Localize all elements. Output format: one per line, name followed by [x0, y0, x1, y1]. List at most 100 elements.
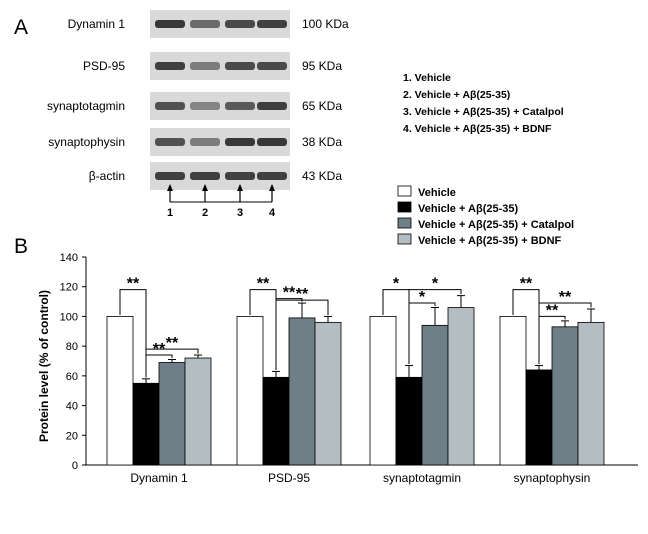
bar	[525, 369, 553, 466]
lane-arrow-head	[202, 184, 208, 191]
significance-label: *	[419, 289, 426, 306]
legend-label: Vehicle + Aβ(25-35) + BDNF	[418, 235, 562, 247]
lane-arrow-head	[269, 184, 275, 191]
blot-band	[225, 62, 255, 70]
legend-a-item: 1. Vehicle	[403, 72, 451, 84]
blot-label: PSD-95	[83, 59, 125, 73]
x-category-label: PSD-95	[268, 471, 310, 485]
x-category-label: synaptophysin	[514, 471, 591, 485]
significance-label: **	[296, 286, 309, 303]
chart-legend: Vehicle Vehicle + Aβ(25-35) Vehicle + Aβ(2…	[397, 185, 574, 247]
significance-bracket	[538, 302, 592, 364]
bar	[499, 316, 527, 466]
blot-band	[155, 172, 185, 180]
bar	[447, 307, 475, 466]
y-tick-label: 80	[66, 341, 78, 353]
lane-arrow-head	[237, 184, 243, 191]
legend-a-item: 2. Vehicle + Aβ(25-35)	[403, 89, 510, 101]
molecular-weight-label: 65 KDa	[302, 99, 342, 113]
lane-number: 2	[202, 207, 208, 219]
significance-label: **	[559, 289, 572, 306]
legend-swatch	[397, 217, 412, 229]
bar	[236, 316, 264, 466]
molecular-weight-label: 95 KDa	[302, 59, 342, 73]
significance-bracket	[408, 289, 462, 364]
y-tick-label: 60	[66, 371, 78, 383]
blot-band	[225, 172, 255, 180]
significance-label: *	[393, 276, 400, 293]
bar	[132, 382, 160, 466]
y-tick-label: 0	[72, 460, 78, 472]
y-tick-label: 120	[60, 282, 78, 294]
blot-band	[225, 20, 255, 28]
y-tick-label: 100	[60, 311, 78, 323]
panel-a-legend: 1. Vehicle 2. Vehicle + Aβ(25-35) 3. Veh…	[403, 72, 564, 135]
legend-swatch	[397, 201, 412, 213]
blot-band	[257, 138, 287, 146]
blot-band	[225, 138, 255, 146]
bar	[395, 376, 423, 466]
lane-markers: 1 2 3 4	[167, 184, 276, 219]
legend-a-item: 4. Vehicle + Aβ(25-35) + BDNF	[403, 123, 552, 135]
blot-band	[190, 20, 220, 28]
blot-band	[155, 138, 185, 146]
panel-b-letter: B	[14, 235, 28, 258]
bar	[314, 321, 342, 466]
bar	[158, 362, 186, 466]
significance-bracket	[119, 289, 147, 378]
lane-number: 4	[269, 207, 276, 219]
significance-label: *	[432, 276, 439, 293]
significance-label: **	[283, 285, 296, 302]
blot-band	[257, 62, 287, 70]
significance-label: **	[520, 276, 533, 293]
chart-bars: Dynamin 1 PSD-95 synaptotagmin synaptophysi…	[106, 295, 605, 485]
bar	[577, 321, 605, 466]
molecular-weight-label: 38 KDa	[302, 135, 342, 149]
blot-band	[225, 102, 255, 110]
y-tick-label: 20	[66, 430, 78, 442]
significance-annotations: **** ****** ***** ******	[119, 276, 592, 378]
bar	[184, 357, 212, 466]
blot-band	[257, 172, 287, 180]
blot-label: synaptotagmin	[47, 99, 125, 113]
bar	[551, 326, 579, 466]
significance-bracket	[145, 348, 199, 378]
legend-swatch	[397, 233, 412, 245]
x-category-label: Dynamin 1	[130, 471, 188, 485]
bar	[369, 316, 397, 466]
blot-label: synaptophysin	[48, 135, 125, 149]
blot-band	[257, 102, 287, 110]
lane-number: 1	[167, 207, 173, 219]
bar	[106, 316, 134, 466]
blot-band	[155, 20, 185, 28]
molecular-weight-label: 100 KDa	[302, 17, 349, 31]
blot-label: Dynamin 1	[68, 17, 126, 31]
blot-band	[190, 102, 220, 110]
bar	[421, 324, 449, 466]
blot-band	[190, 172, 220, 180]
lane-arrow-head	[167, 184, 173, 191]
lane-number: 3	[237, 207, 243, 219]
significance-label: **	[127, 276, 140, 293]
significance-bracket	[275, 299, 329, 370]
blot-band	[190, 138, 220, 146]
legend-label: Vehicle	[418, 187, 456, 199]
x-category-label: synaptotagmin	[383, 471, 461, 485]
legend-swatch	[397, 185, 412, 197]
y-tick-label: 40	[66, 401, 78, 413]
legend-a-item: 3. Vehicle + Aβ(25-35) + Catalpol	[403, 106, 564, 118]
western-blot-panel: Dynamin 1 100 KDa PSD-95 95 KDa synaptotagmi…	[47, 10, 349, 190]
y-tick-label: 140	[60, 252, 78, 264]
bar	[262, 376, 290, 466]
blot-band	[257, 20, 287, 28]
blot-label: β-actin	[89, 169, 125, 183]
y-axis-label: Protein level (% of control)	[37, 290, 51, 442]
significance-label: **	[257, 276, 270, 293]
legend-label: Vehicle + Aβ(25-35) + Catalpol	[418, 219, 574, 231]
bar	[288, 317, 316, 466]
significance-label: **	[546, 302, 559, 319]
significance-label: **	[166, 335, 179, 352]
panel-a-letter: A	[14, 16, 28, 39]
blot-band	[155, 102, 185, 110]
